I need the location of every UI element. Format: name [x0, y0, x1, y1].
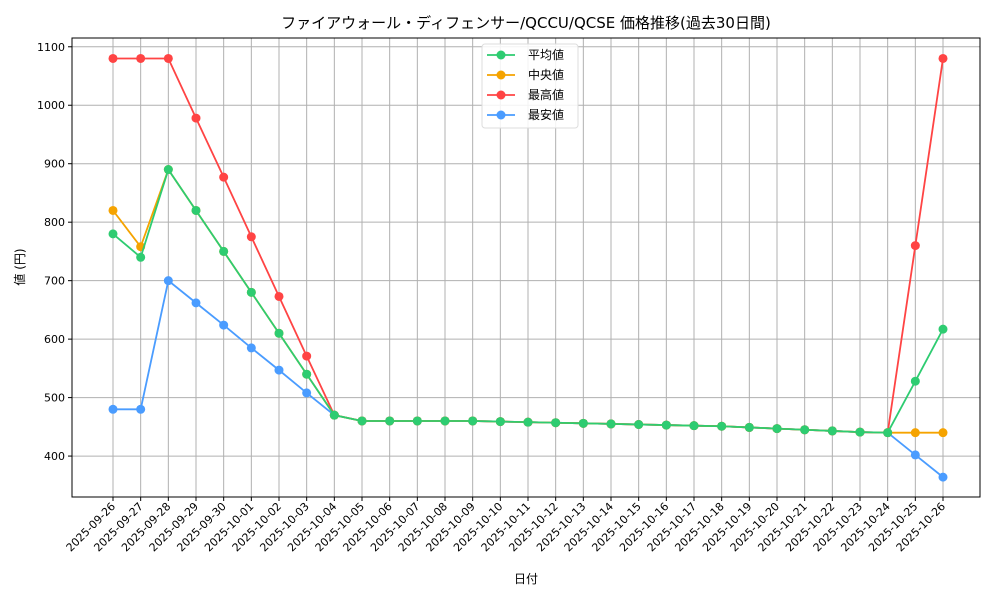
data-point [938, 324, 948, 334]
y-tick-label: 700 [44, 275, 65, 288]
legend-marker [496, 110, 506, 120]
data-point [219, 320, 229, 330]
data-point [302, 388, 312, 398]
data-point [938, 472, 948, 482]
data-point [468, 416, 478, 426]
legend-marker [496, 70, 506, 80]
data-point [191, 298, 201, 308]
y-tick-label: 600 [44, 333, 65, 346]
legend-label: 最安値 [528, 107, 564, 122]
data-point [357, 416, 367, 426]
data-point [523, 417, 533, 427]
data-point [302, 351, 312, 361]
data-point [108, 205, 118, 215]
y-tick-label: 400 [44, 450, 65, 463]
data-point [219, 246, 229, 256]
plot-frame [71, 37, 981, 498]
data-point [163, 165, 173, 175]
data-point [136, 252, 146, 262]
data-point [772, 424, 782, 434]
data-point [606, 419, 616, 429]
data-point [108, 229, 118, 239]
data-point [136, 404, 146, 414]
data-point [329, 410, 339, 420]
series-平均値 [108, 165, 948, 438]
data-point [246, 287, 256, 297]
data-point [855, 427, 865, 437]
data-point [191, 205, 201, 215]
data-point [910, 376, 920, 386]
data-point [689, 421, 699, 431]
data-point [108, 404, 118, 414]
data-point [219, 172, 229, 182]
data-point [274, 328, 284, 338]
data-point [910, 241, 920, 251]
data-point [163, 276, 173, 286]
data-point [938, 53, 948, 63]
chart-title: ファイアウォール・ディフェンサー/QCCU/QCSE 価格推移(過去30日間) [281, 14, 771, 32]
series-group [108, 53, 948, 482]
data-point [191, 113, 201, 123]
data-point [412, 416, 422, 426]
data-point [910, 450, 920, 460]
data-point [440, 416, 450, 426]
legend-marker [496, 50, 506, 60]
data-point [385, 416, 395, 426]
data-point [108, 53, 118, 63]
data-point [136, 53, 146, 63]
y-tick-label: 500 [44, 392, 65, 405]
data-point [883, 428, 893, 438]
y-tick-label: 1100 [37, 41, 65, 54]
data-point [578, 418, 588, 428]
data-point [910, 428, 920, 438]
data-point [274, 291, 284, 301]
legend-label: 最高値 [528, 87, 564, 102]
x-axis-label: 日付 [514, 572, 538, 586]
data-point [246, 343, 256, 353]
y-tick-label: 1000 [37, 99, 65, 112]
data-point [302, 369, 312, 379]
legend-label: 中央値 [528, 67, 564, 82]
data-point [246, 232, 256, 242]
y-axis-label: 値 (円) [12, 248, 27, 285]
data-point [827, 426, 837, 436]
y-tick-label: 800 [44, 216, 65, 229]
legend-label: 平均値 [528, 47, 564, 62]
data-point [938, 428, 948, 438]
data-point [495, 417, 505, 427]
data-point [163, 53, 173, 63]
data-point [744, 422, 754, 432]
y-tick-label: 900 [44, 158, 65, 171]
data-point [661, 420, 671, 430]
legend-marker [496, 90, 506, 100]
data-point [717, 421, 727, 431]
data-point [800, 425, 810, 435]
data-point [274, 365, 284, 375]
data-point [551, 418, 561, 428]
legend-box [481, 43, 579, 129]
data-point [634, 419, 644, 429]
